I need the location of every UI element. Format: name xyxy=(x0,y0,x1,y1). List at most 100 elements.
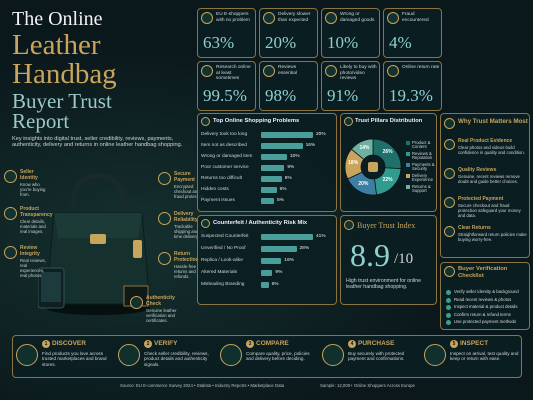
icon xyxy=(325,12,337,24)
stat-value: 99.5% xyxy=(203,86,247,105)
stat-value: 20% xyxy=(265,33,297,52)
stat-value: 98% xyxy=(265,86,297,105)
bar xyxy=(261,258,282,264)
icon xyxy=(444,226,455,237)
category-label: Payment issues xyxy=(201,198,235,203)
why-item-text: Genuine, recent reviews remove doubt and… xyxy=(458,174,520,184)
step-icon xyxy=(424,344,446,366)
icon xyxy=(444,168,455,179)
bar xyxy=(261,176,282,182)
feature-title: Secure Payment xyxy=(174,171,195,183)
category-label: Replica / Look-alike xyxy=(201,258,243,263)
lock-icon xyxy=(368,162,378,172)
step-number: 4 xyxy=(348,340,356,348)
stat-value: 19.3% xyxy=(389,86,433,105)
value-label: 16% xyxy=(305,143,316,148)
stat-value: 4% xyxy=(389,33,412,52)
title-line: Leather xyxy=(12,29,101,61)
value-label: 9% xyxy=(287,165,295,170)
step-text: Inspect on arrival, test quality and kee… xyxy=(450,351,519,362)
why-item-title: Clear Returns xyxy=(458,225,491,231)
legend-swatch xyxy=(406,141,410,145)
icon xyxy=(444,266,455,277)
legend-label: Product & Content xyxy=(412,139,431,150)
feature-text: Real reviews, real experiences, real pho… xyxy=(20,258,46,278)
icon xyxy=(344,220,354,230)
step-number: 1 xyxy=(42,340,50,348)
icon xyxy=(263,65,275,77)
chart-panel xyxy=(197,113,337,212)
chart-title: Counterfeit / Authenticity Risk Mix xyxy=(213,220,308,226)
chart-title: Top Online Shopping Problems xyxy=(213,118,300,124)
legend-label: Returns & Support xyxy=(412,183,431,194)
feature-title: Authenticity Check xyxy=(146,295,175,307)
feature-title: Seller Identity xyxy=(20,169,38,181)
why-item-text: Straightforward return policies make buy… xyxy=(458,232,527,242)
step-text: Find products you love across trusted ma… xyxy=(42,351,107,367)
bar xyxy=(261,132,313,138)
bar xyxy=(261,198,274,204)
index-value: 8.9 xyxy=(350,237,390,273)
value-label: 9% xyxy=(275,270,283,275)
step-number: 3 xyxy=(246,340,254,348)
category-label: Item not as described xyxy=(201,143,247,148)
why-item-text: Secure checkout and fraud protection saf… xyxy=(458,203,521,218)
stat-label: Delivery slower than expected xyxy=(278,12,311,23)
pie-slice xyxy=(350,138,374,160)
step-number: 2 xyxy=(144,340,152,348)
step-icon xyxy=(16,344,38,366)
legend-swatch xyxy=(406,163,410,167)
icon xyxy=(201,117,210,126)
category-label: Wrong or damaged item xyxy=(201,154,253,159)
legend-label: Delivery Experience xyxy=(412,172,433,183)
icon xyxy=(387,12,399,24)
check-icon xyxy=(446,290,451,295)
feature-title: Product Transparency xyxy=(20,206,53,218)
icon xyxy=(444,139,455,150)
bar xyxy=(261,187,277,193)
legend-label: Payments & Security xyxy=(412,161,435,172)
step-title: COMPARE xyxy=(256,340,289,347)
slice-label: 18% xyxy=(348,160,359,167)
value-label: 10% xyxy=(290,154,300,159)
checklist-item: Verify seller identity & background xyxy=(454,289,519,294)
icon xyxy=(263,12,275,24)
bar xyxy=(261,282,269,288)
bar xyxy=(261,154,287,160)
step-title: VERIFY xyxy=(154,340,178,347)
checklist-title: Buyer Verification Checklist xyxy=(458,266,508,279)
bar xyxy=(261,246,297,252)
check-icon xyxy=(446,312,451,318)
icon xyxy=(444,197,455,208)
feature-title: Delivery Reliability xyxy=(174,211,198,223)
category-label: Hidden costs xyxy=(201,187,229,192)
why-item-title: Quality Reviews xyxy=(458,167,497,173)
why-panel xyxy=(440,113,530,258)
feature-text: Encrypted checkout and fraud protection. xyxy=(174,184,206,199)
icon xyxy=(158,172,171,185)
why-item-text: Clear photos and videos build confidence… xyxy=(458,145,525,155)
subtitle: Key insights into digital trust, seller … xyxy=(12,136,183,149)
icon xyxy=(325,65,337,77)
icon xyxy=(158,212,171,225)
category-label: Unverified / No Proof xyxy=(201,246,246,251)
feature-title: Review Integrity xyxy=(20,245,40,257)
step-icon xyxy=(322,344,344,366)
chart-title: Trust Pillars Distribution xyxy=(355,118,423,124)
bar xyxy=(261,270,273,276)
title-line: Buyer Trust xyxy=(12,89,112,113)
feature-text: Know who you're buying from. xyxy=(20,182,46,197)
checklist-item: Read recent reviews & photos xyxy=(454,296,512,302)
index-title: Buyer Trust Index xyxy=(357,221,416,230)
feature-text: Clear details, materials and real images… xyxy=(20,219,46,234)
stat-label: Online return rate xyxy=(402,65,440,70)
step-title: PURCHASE xyxy=(358,340,395,347)
stat-label: Reviews essential xyxy=(278,65,297,76)
feature-text: Trackable shipping and on-time delivery. xyxy=(174,224,206,239)
checklist-item: Confirm return & refund terms xyxy=(454,311,511,317)
icon xyxy=(344,117,353,126)
stat-label: Fraud encountered xyxy=(402,12,429,23)
icon xyxy=(444,118,455,129)
icon xyxy=(4,207,17,220)
icon xyxy=(158,252,171,265)
